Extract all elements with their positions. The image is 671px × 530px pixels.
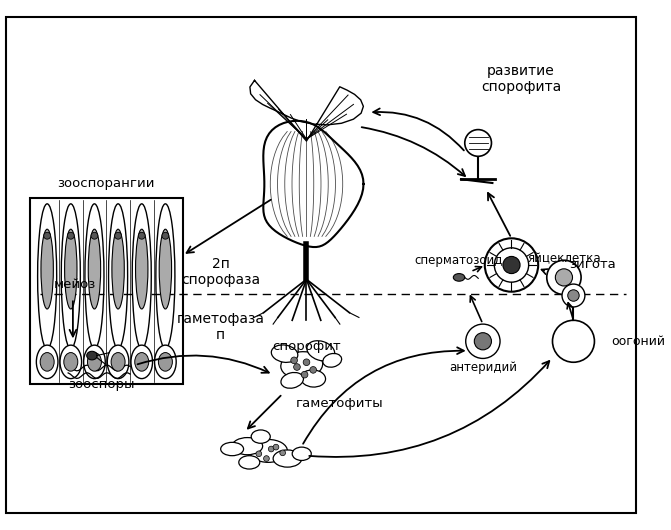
Ellipse shape bbox=[158, 352, 172, 371]
Text: зооспоры: зооспоры bbox=[68, 378, 135, 391]
Text: развитие
спорофита: развитие спорофита bbox=[481, 64, 561, 94]
Text: оогоний: оогоний bbox=[611, 335, 666, 348]
Ellipse shape bbox=[132, 204, 151, 349]
FancyBboxPatch shape bbox=[30, 198, 183, 384]
Ellipse shape bbox=[109, 204, 127, 349]
Ellipse shape bbox=[251, 430, 270, 443]
Text: сперматозоид: сперматозоид bbox=[415, 254, 503, 267]
Circle shape bbox=[67, 232, 74, 239]
Circle shape bbox=[547, 260, 581, 295]
Circle shape bbox=[256, 451, 262, 457]
Text: спорофит: спорофит bbox=[272, 340, 341, 352]
Ellipse shape bbox=[292, 447, 311, 461]
Ellipse shape bbox=[280, 352, 323, 378]
Ellipse shape bbox=[135, 352, 149, 371]
Ellipse shape bbox=[232, 438, 262, 455]
Circle shape bbox=[466, 324, 500, 358]
Circle shape bbox=[138, 232, 145, 239]
Ellipse shape bbox=[301, 370, 325, 387]
Ellipse shape bbox=[40, 352, 54, 371]
Polygon shape bbox=[263, 121, 364, 247]
Circle shape bbox=[552, 320, 595, 362]
Ellipse shape bbox=[85, 204, 104, 349]
Text: зигота: зигота bbox=[569, 259, 615, 271]
Ellipse shape bbox=[250, 439, 287, 462]
Circle shape bbox=[465, 130, 491, 156]
Circle shape bbox=[562, 284, 585, 307]
Ellipse shape bbox=[64, 229, 77, 309]
Circle shape bbox=[291, 357, 297, 364]
Ellipse shape bbox=[273, 450, 302, 467]
Text: зооспорангии: зооспорангии bbox=[58, 178, 155, 190]
Ellipse shape bbox=[84, 345, 105, 378]
Ellipse shape bbox=[64, 352, 78, 371]
Circle shape bbox=[474, 333, 491, 350]
Circle shape bbox=[556, 269, 572, 286]
Polygon shape bbox=[250, 81, 364, 141]
Ellipse shape bbox=[60, 345, 82, 378]
Ellipse shape bbox=[307, 341, 335, 361]
Text: антеридий: антеридий bbox=[449, 360, 517, 374]
Circle shape bbox=[91, 232, 98, 239]
Text: гаметофиты: гаметофиты bbox=[296, 397, 384, 410]
Ellipse shape bbox=[221, 443, 244, 456]
Circle shape bbox=[495, 248, 529, 282]
Circle shape bbox=[294, 364, 301, 370]
Circle shape bbox=[303, 359, 310, 366]
Ellipse shape bbox=[159, 229, 172, 309]
Ellipse shape bbox=[112, 229, 124, 309]
Ellipse shape bbox=[61, 204, 81, 349]
Text: мейоз: мейоз bbox=[54, 278, 96, 290]
Circle shape bbox=[301, 372, 308, 378]
Ellipse shape bbox=[323, 354, 342, 367]
Ellipse shape bbox=[154, 345, 176, 378]
Circle shape bbox=[280, 450, 286, 456]
Circle shape bbox=[264, 456, 269, 462]
Ellipse shape bbox=[239, 456, 260, 469]
Ellipse shape bbox=[271, 345, 298, 363]
Circle shape bbox=[44, 232, 50, 239]
Ellipse shape bbox=[38, 204, 56, 349]
Circle shape bbox=[310, 367, 317, 373]
Circle shape bbox=[568, 290, 579, 301]
Circle shape bbox=[503, 257, 520, 273]
Circle shape bbox=[268, 446, 274, 452]
Ellipse shape bbox=[454, 273, 465, 281]
Ellipse shape bbox=[87, 352, 101, 371]
Ellipse shape bbox=[87, 351, 97, 360]
Ellipse shape bbox=[89, 229, 101, 309]
Circle shape bbox=[484, 238, 538, 292]
Circle shape bbox=[273, 444, 279, 450]
Ellipse shape bbox=[107, 345, 129, 378]
Ellipse shape bbox=[281, 373, 303, 388]
Ellipse shape bbox=[136, 229, 148, 309]
Circle shape bbox=[115, 232, 121, 239]
Ellipse shape bbox=[41, 229, 54, 309]
Text: яйцеклетка: яйцеклетка bbox=[527, 252, 601, 265]
Ellipse shape bbox=[36, 345, 58, 378]
Ellipse shape bbox=[156, 204, 175, 349]
Ellipse shape bbox=[111, 352, 125, 371]
Ellipse shape bbox=[131, 345, 152, 378]
Text: 2п
спорофаза: 2п спорофаза bbox=[181, 257, 260, 287]
Text: гаметофаза
п: гаметофаза п bbox=[176, 312, 264, 342]
Circle shape bbox=[162, 232, 169, 239]
